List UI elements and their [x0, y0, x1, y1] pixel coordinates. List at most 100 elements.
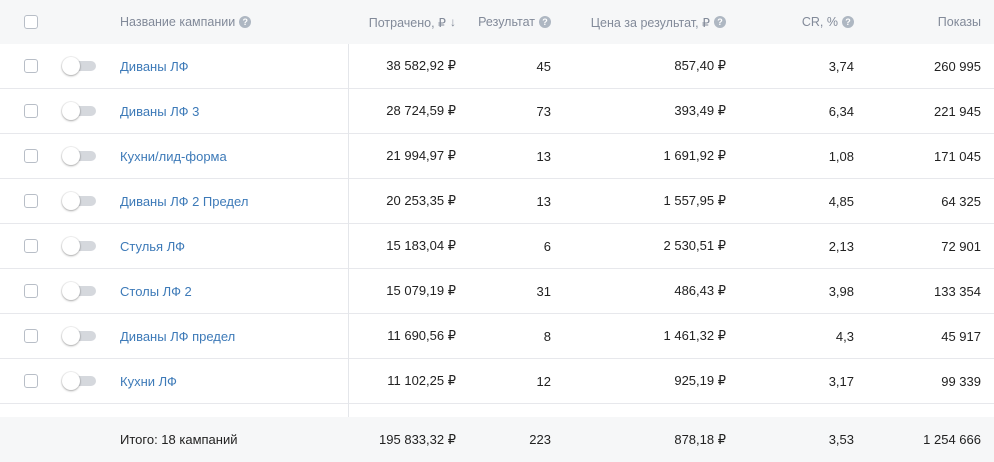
campaign-name-link[interactable]: Стулья ЛФ	[120, 238, 185, 254]
campaign-toggle[interactable]	[62, 147, 96, 165]
row-checkbox[interactable]	[24, 239, 38, 253]
header-price[interactable]: Цена за результат, ₽ ?	[560, 0, 726, 44]
header-name[interactable]: Название кампании ?	[120, 0, 340, 44]
result-value: 13	[536, 148, 551, 164]
row-checkbox[interactable]	[24, 329, 38, 343]
campaign-name-link[interactable]: Столы ЛФ 2	[120, 283, 192, 299]
spent-value: 20 253,35 ₽	[386, 193, 456, 208]
row-toggle-cell	[62, 44, 96, 88]
table-row: Кухни/лид-форма 21 994,97 ₽ 13 1 691,92 ₽ 1,…	[0, 134, 994, 179]
result-value: 73	[536, 103, 551, 119]
table-row: Столы ЛФ 2 15 079,19 ₽ 31 486,43 ₽ 3,98 133 3…	[0, 269, 994, 314]
price-value: 2 530,51 ₽	[663, 238, 727, 253]
campaign-name-cell: Диваны ЛФ 2 Предел	[120, 179, 340, 223]
shows-value: 72 901	[941, 238, 981, 254]
row-checkbox[interactable]	[24, 194, 38, 208]
toggle-track	[66, 106, 96, 116]
header-shows[interactable]: Показы	[860, 0, 981, 44]
header-name-label: Название кампании	[120, 15, 236, 29]
campaign-toggle[interactable]	[62, 57, 96, 75]
cr-value: 1,08	[828, 148, 854, 164]
footer-result: 223	[529, 432, 551, 447]
row-checkbox[interactable]	[24, 149, 38, 163]
toggle-track	[66, 286, 96, 296]
row-select-cell	[24, 179, 38, 223]
campaign-name-link[interactable]: Кухни ЛФ	[120, 373, 177, 389]
toggle-track	[66, 196, 96, 206]
shows-value: 45 917	[941, 328, 981, 344]
row-select-cell	[24, 44, 38, 88]
row-toggle-cell	[62, 179, 96, 223]
row-checkbox[interactable]	[24, 284, 38, 298]
campaign-name-link[interactable]: Диваны ЛФ 2 Предел	[120, 193, 249, 209]
table-row: Диваны ЛФ предел 11 690,56 ₽ 8 1 461,32 ₽ 4,…	[0, 314, 994, 359]
help-icon[interactable]: ?	[239, 16, 252, 28]
spent-value: 15 079,19 ₽	[386, 283, 456, 298]
campaign-toggle[interactable]	[62, 282, 96, 300]
table-row: Диваны ЛФ 3 28 724,59 ₽ 73 393,49 ₽ 6,34 221 …	[0, 89, 994, 134]
row-toggle-cell	[62, 314, 96, 358]
price-value: 486,43 ₽	[674, 283, 726, 298]
help-icon[interactable]: ?	[714, 16, 726, 28]
result-value: 45	[536, 58, 551, 74]
campaign-toggle[interactable]	[62, 237, 96, 255]
row-checkbox[interactable]	[24, 374, 38, 388]
row-checkbox[interactable]	[24, 104, 38, 118]
cr-value: 3,17	[828, 373, 854, 389]
toggle-knob	[62, 327, 80, 345]
campaign-name-cell: Диваны ЛФ 3	[120, 89, 340, 133]
shows-value: 64 325	[941, 193, 981, 209]
header-result[interactable]: Результат ?	[460, 0, 551, 44]
header-spent[interactable]: Потрачено, ₽ ↓	[349, 0, 456, 44]
campaign-name-link[interactable]: Диваны ЛФ предел	[120, 328, 236, 344]
row-toggle-cell	[62, 134, 96, 178]
cr-value: 2,13	[828, 238, 854, 254]
price-value: 1 691,92 ₽	[663, 148, 727, 163]
row-checkbox[interactable]	[24, 59, 38, 73]
price-value: 925,19 ₽	[674, 373, 726, 388]
shows-value: 171 045	[934, 148, 981, 164]
help-icon[interactable]: ?	[842, 16, 854, 28]
toggle-knob	[62, 372, 80, 390]
campaign-toggle[interactable]	[62, 192, 96, 210]
header-price-label: Цена за результат, ₽	[590, 15, 710, 30]
cr-value: 4,85	[828, 193, 854, 209]
header-cr[interactable]: CR, % ?	[730, 0, 854, 44]
footer-spent: 195 833,32 ₽	[379, 431, 456, 447]
campaign-toggle[interactable]	[62, 327, 96, 345]
toggle-track	[66, 241, 96, 251]
shows-value: 260 995	[934, 58, 981, 74]
table-row: Диваны ЛФ 2 Предел 20 253,35 ₽ 13 1 557,95 …	[0, 179, 994, 224]
cr-value: 4,3	[835, 328, 854, 344]
row-select-cell	[24, 314, 38, 358]
price-value: 1 557,95 ₽	[663, 193, 727, 208]
shows-value: 133 354	[934, 283, 981, 299]
table-row: Кухни ЛФ 11 102,25 ₽ 12 925,19 ₽ 3,17 99 339	[0, 359, 994, 404]
row-select-cell	[24, 89, 38, 133]
toggle-track	[66, 376, 96, 386]
select-all-checkbox[interactable]	[24, 15, 38, 29]
campaign-name-link[interactable]: Диваны ЛФ	[120, 58, 189, 74]
campaign-name-link[interactable]: Кухни/лид-форма	[120, 148, 227, 164]
campaign-toggle[interactable]	[62, 102, 96, 120]
table-row: Стулья ЛФ 15 183,04 ₽ 6 2 530,51 ₽ 2,13 72 90…	[0, 224, 994, 269]
result-value: 12	[536, 373, 551, 389]
table-row: Диваны ЛФ 38 582,92 ₽ 45 857,40 ₽ 3,74 260 99…	[0, 44, 994, 89]
table-footer: Итого: 18 кампаний 195 833,32 ₽ 223 878,…	[0, 417, 994, 462]
campaign-name-cell: Кухни ЛФ	[120, 359, 340, 403]
toggle-track	[66, 61, 96, 71]
spent-value: 11 690,56 ₽	[387, 328, 456, 343]
spent-value: 11 102,25 ₽	[387, 373, 456, 388]
sort-desc-icon[interactable]: ↓	[450, 15, 456, 29]
shows-value: 99 339	[941, 373, 981, 389]
spent-value: 15 183,04 ₽	[386, 238, 456, 253]
row-select-cell	[24, 134, 38, 178]
header-cr-label: CR, %	[801, 15, 838, 29]
cr-value: 6,34	[828, 103, 854, 119]
help-icon[interactable]: ?	[539, 16, 551, 28]
spent-value: 21 994,97 ₽	[386, 148, 456, 163]
campaign-name-link[interactable]: Диваны ЛФ 3	[120, 103, 200, 119]
campaign-toggle[interactable]	[62, 372, 96, 390]
toggle-knob	[62, 192, 80, 210]
row-select-cell	[24, 224, 38, 268]
